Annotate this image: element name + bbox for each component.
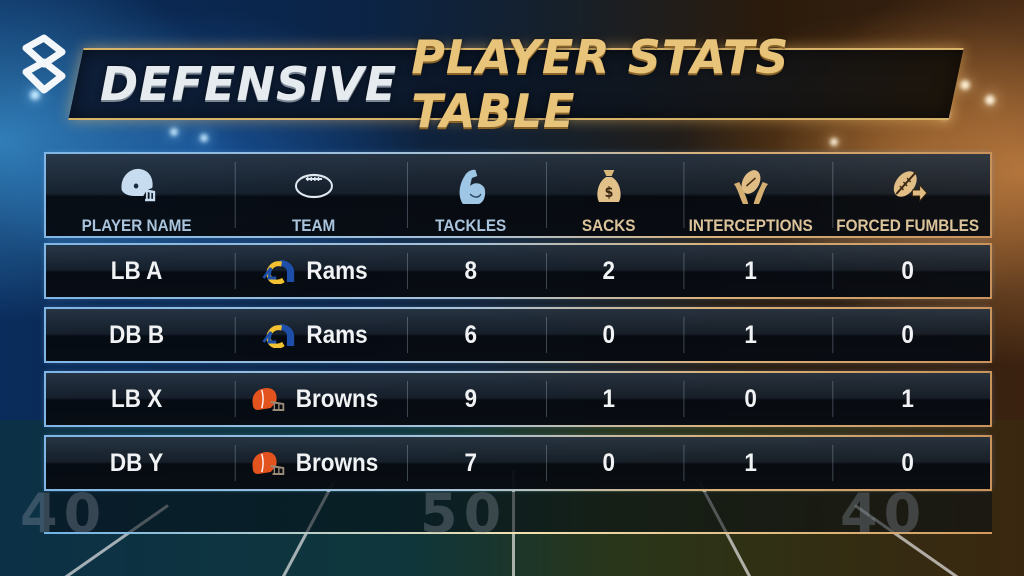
- sacks-cell: 1: [545, 373, 671, 425]
- title-part-player-stats-table: PLAYER STATS TABLE: [411, 30, 790, 138]
- column-label: FORCED FUMBLES: [835, 216, 979, 235]
- team-name: Rams: [306, 320, 368, 349]
- rams-logo-icon: [262, 260, 295, 284]
- interceptions-cell: 0: [683, 373, 818, 425]
- hands-catching-ball-icon: [733, 170, 769, 204]
- stadium-light: [960, 80, 970, 90]
- browns-helmet-icon: [252, 388, 285, 411]
- yard-marker: 40: [840, 482, 928, 545]
- fumble-arrow-icon: [893, 171, 927, 203]
- table-row[interactable]: DB Y Browns 7 0 1 0: [44, 435, 992, 491]
- svg-text:$: $: [604, 185, 613, 201]
- table-footer-panel: [44, 492, 992, 534]
- team-name: Rams: [306, 256, 368, 285]
- column-header-player-name[interactable]: PLAYER NAME: [55, 154, 218, 236]
- money-bag-icon: $: [596, 170, 621, 202]
- column-header-interceptions[interactable]: INTERCEPTIONS: [683, 154, 818, 236]
- team-name: Browns: [296, 384, 379, 413]
- sacks-cell: 2: [545, 245, 671, 297]
- forced-fumbles-cell: 1: [832, 373, 982, 425]
- stadium-light: [985, 95, 995, 105]
- tackles-cell: 7: [406, 437, 532, 489]
- forced-fumbles-cell: 0: [832, 309, 982, 361]
- team-cell: Browns: [234, 373, 392, 425]
- team-cell: Browns: [234, 437, 392, 489]
- stadium-light: [30, 90, 40, 100]
- football-icon: [294, 173, 333, 199]
- table-row[interactable]: LB A Rams 8 2 1 0: [44, 243, 992, 299]
- column-label: PLAYER NAME: [81, 216, 192, 235]
- team-cell: Rams: [234, 309, 392, 361]
- tackles-cell: 9: [406, 373, 532, 425]
- player-name-cell: DB B: [109, 320, 165, 349]
- interceptions-cell: 1: [683, 245, 818, 297]
- team-cell: Rams: [234, 245, 392, 297]
- helmet-icon: [121, 168, 155, 202]
- table-header-row: PLAYER NAME TEAM TACKLES $ SACKS: [44, 152, 992, 238]
- table-row[interactable]: DB B Rams 6 0 1 0: [44, 307, 992, 363]
- player-name-cell: LB A: [110, 256, 163, 285]
- column-label: TACKLES: [434, 216, 506, 235]
- sacks-cell: 0: [545, 437, 671, 489]
- column-label: SACKS: [581, 216, 636, 235]
- rams-logo-icon: [262, 324, 295, 348]
- page-title: DEFENSIVE PLAYER STATS TABLE: [100, 30, 960, 138]
- title-part-defensive: DEFENSIVE: [100, 57, 398, 111]
- stadium-light: [170, 128, 178, 136]
- flexed-bicep-icon: [458, 169, 485, 204]
- table-row[interactable]: LB X Browns 9 1 0 1: [44, 371, 992, 427]
- column-header-forced-fumbles[interactable]: FORCED FUMBLES: [832, 154, 982, 236]
- column-header-tackles[interactable]: TACKLES: [406, 154, 532, 236]
- interceptions-cell: 1: [683, 437, 818, 489]
- team-name: Browns: [296, 448, 379, 477]
- brand-logo-icon: [22, 34, 66, 94]
- column-label: TEAM: [292, 216, 336, 235]
- tackles-cell: 6: [406, 309, 532, 361]
- interceptions-cell: 1: [683, 309, 818, 361]
- column-header-sacks[interactable]: $ SACKS: [545, 154, 671, 236]
- column-label: INTERCEPTIONS: [688, 216, 814, 235]
- yard-marker: 40: [20, 482, 108, 545]
- forced-fumbles-cell: 0: [832, 437, 982, 489]
- stadium-light: [830, 138, 838, 146]
- forced-fumbles-cell: 0: [832, 245, 982, 297]
- stadium-light: [200, 134, 208, 142]
- player-name-cell: LB X: [110, 384, 163, 413]
- player-name-cell: DB Y: [109, 448, 164, 477]
- browns-helmet-icon: [252, 452, 285, 475]
- sacks-cell: 0: [545, 309, 671, 361]
- tackles-cell: 8: [406, 245, 532, 297]
- column-header-team[interactable]: TEAM: [234, 154, 392, 236]
- yard-marker: 50: [420, 482, 508, 545]
- title-banner: DEFENSIVE PLAYER STATS TABLE: [60, 30, 972, 138]
